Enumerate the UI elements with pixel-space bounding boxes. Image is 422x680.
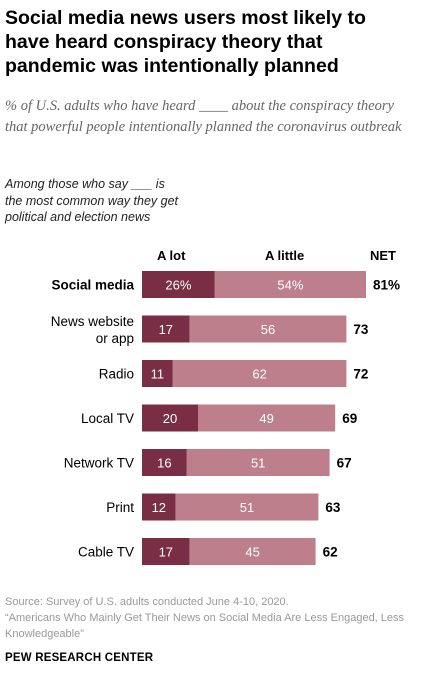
bar-a-lot [142,449,187,476]
bar-a-lot [142,315,190,343]
value-label-a-little: 54% [277,278,303,293]
value-label-a-little: 62 [252,367,266,382]
value-label-net: 67 [337,456,352,471]
value-label-net: 81% [373,278,400,293]
category-label: Radio [99,367,134,382]
value-label-a-lot: 26% [165,278,191,293]
column-header-net: NET [370,248,396,263]
stacked-bar-chart: Social media 26% 54% 81% News website or app 1… [51,271,400,565]
column-header-a-lot: A lot [157,248,186,263]
bar-a-lot [142,493,176,521]
category-label: Cable TV [78,545,134,560]
value-label-a-lot: 17 [159,545,173,560]
category-label: Social media [51,278,134,293]
value-label-a-little: 45 [245,545,259,560]
category-label: Print [106,500,134,515]
value-label-net: 69 [342,411,357,426]
value-label-a-lot: 16 [157,456,171,471]
column-header-a-little: A little [265,248,305,263]
bar-a-lot [142,271,215,298]
value-label-a-little: 51 [251,456,265,471]
value-label-a-lot: 20 [163,411,177,426]
value-label-net: 72 [353,367,368,382]
bar-a-lot [142,404,198,432]
chart-subtitle: % of U.S. adults who have heard ____ abo… [5,98,402,135]
value-label-a-lot: 11 [151,367,165,382]
bar-a-little [214,271,366,298]
value-label-net: 63 [325,500,341,515]
bar-a-little [172,360,347,387]
bar-a-lot [142,538,190,565]
report-title: “Americans Who Mainly Get Their News on … [5,612,405,640]
category-label: Local TV [81,411,134,426]
value-label-net: 62 [323,545,338,560]
bar-a-little [189,538,316,565]
bar-a-little [175,493,319,521]
source-note: Source: Survey of U.S. adults conducted … [5,594,415,642]
value-label-a-lot: 17 [159,322,173,337]
category-label: News website or app [51,314,134,346]
value-label-a-little: 56 [261,322,275,337]
chart-title: Social media news users most likely to h… [5,7,366,77]
group-note: Among those who say ___ is the most comm… [5,177,178,224]
bar-a-lot [142,360,173,387]
bar-a-little [189,315,347,343]
publisher-brand: PEW RESEARCH CENTER [5,652,154,664]
category-label: Network TV [64,456,134,471]
source-text: Source: Survey of U.S. adults conducted … [5,596,289,608]
bar-a-little [186,449,330,476]
value-label-a-lot: 12 [152,500,166,515]
value-label-a-little: 49 [259,411,273,426]
value-label-net: 73 [353,322,369,337]
value-label-a-little: 51 [240,500,254,515]
bar-a-little [198,404,336,432]
